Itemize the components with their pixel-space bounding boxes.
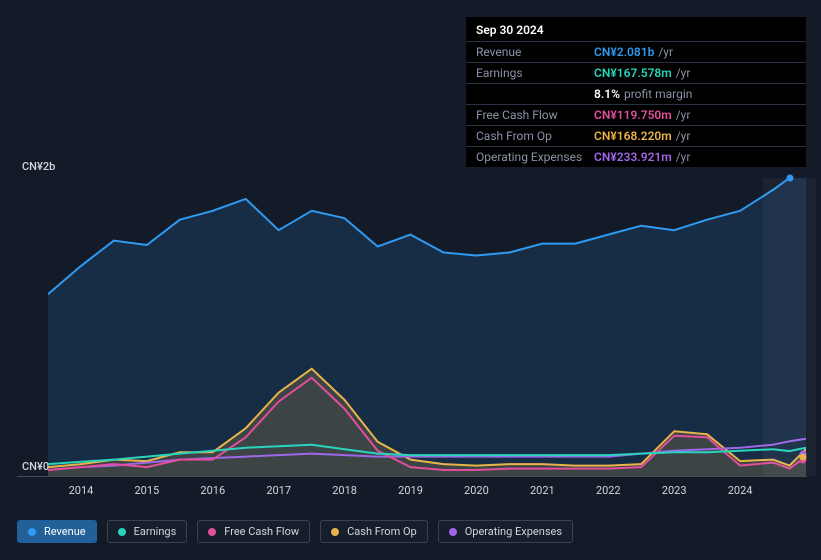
tooltip-row-label: Free Cash Flow: [476, 108, 594, 122]
tooltip-row-value: CN¥167.578m: [594, 66, 672, 80]
tooltip-rows: RevenueCN¥2.081b/yrEarningsCN¥167.578m/y…: [466, 41, 806, 167]
tooltip-row: Free Cash FlowCN¥119.750m/yr: [466, 104, 806, 125]
tooltip-row: 8.1% profit margin: [466, 83, 806, 104]
series-end-dot: [799, 453, 806, 460]
chart-plot-area[interactable]: [48, 178, 806, 476]
chart-area-revenue: [48, 178, 806, 476]
chart-hover-cursor: [763, 178, 816, 476]
chart-svg: [48, 178, 806, 476]
legend-label: Cash From Op: [347, 525, 417, 538]
tooltip-row-label: Revenue: [476, 45, 594, 59]
tooltip-row-value: CN¥2.081b: [594, 45, 654, 59]
legend-label: Free Cash Flow: [224, 525, 299, 538]
tooltip-row-label: Earnings: [476, 66, 594, 80]
legend-item-cash-from-op[interactable]: Cash From Op: [320, 520, 428, 543]
y-axis-top-label: CN¥2b: [22, 160, 55, 173]
legend-swatch: [118, 528, 126, 536]
tooltip-row: Operating ExpensesCN¥233.921m/yr: [466, 146, 806, 167]
tooltip-row-unit: profit margin: [624, 87, 692, 101]
tooltip-row-unit: /yr: [676, 66, 691, 80]
legend-swatch: [28, 528, 36, 536]
tooltip-panel: Sep 30 2024 RevenueCN¥2.081b/yrEarningsC…: [466, 17, 806, 167]
x-axis-labels: 2014 2015 2016 2017 2018 2019 2020 2021 2022 2023…: [48, 484, 806, 498]
legend-swatch: [208, 528, 216, 536]
tooltip-row: RevenueCN¥2.081b/yr: [466, 41, 806, 62]
x-axis-tick: 2020: [464, 484, 489, 497]
series-end-dot: [786, 175, 793, 182]
tooltip-row-label: Operating Expenses: [476, 150, 594, 164]
tooltip-date: Sep 30 2024: [466, 17, 806, 41]
legend-item-earnings[interactable]: Earnings: [107, 520, 188, 543]
x-axis-tick: 2019: [398, 484, 423, 497]
chart-baseline: [17, 476, 807, 477]
legend-swatch: [331, 528, 339, 536]
tooltip-row-value: CN¥233.921m: [594, 150, 672, 164]
tooltip-row-label: [476, 87, 594, 101]
legend-item-free-cash-flow[interactable]: Free Cash Flow: [197, 520, 310, 543]
x-axis-tick: 2023: [662, 484, 687, 497]
legend-swatch: [449, 528, 457, 536]
x-axis-tick: 2017: [266, 484, 291, 497]
x-axis-tick: 2022: [596, 484, 621, 497]
legend-label: Operating Expenses: [465, 525, 562, 538]
tooltip-row-value: 8.1%: [594, 87, 620, 101]
tooltip-row-value: CN¥119.750m: [594, 108, 672, 122]
legend-label: Earnings: [134, 525, 177, 538]
legend-label: Revenue: [44, 525, 86, 538]
tooltip-row-unit: /yr: [676, 129, 691, 143]
legend: Revenue Earnings Free Cash Flow Cash From O…: [17, 520, 573, 543]
tooltip-row-unit: /yr: [676, 150, 691, 164]
tooltip-row-unit: /yr: [658, 45, 673, 59]
tooltip-row-label: Cash From Op: [476, 129, 594, 143]
x-axis-tick: 2021: [530, 484, 555, 497]
tooltip-row: EarningsCN¥167.578m/yr: [466, 62, 806, 83]
x-axis-tick: 2016: [200, 484, 225, 497]
tooltip-row-value: CN¥168.220m: [594, 129, 672, 143]
x-axis-tick: 2014: [69, 484, 94, 497]
x-axis-tick: 2024: [728, 484, 753, 497]
x-axis-tick: 2015: [134, 484, 159, 497]
legend-item-revenue[interactable]: Revenue: [17, 520, 97, 543]
legend-item-operating-expenses[interactable]: Operating Expenses: [438, 520, 573, 543]
tooltip-row-unit: /yr: [676, 108, 691, 122]
tooltip-row: Cash From OpCN¥168.220m/yr: [466, 125, 806, 146]
y-axis-bottom-label: CN¥0: [22, 460, 49, 473]
x-axis-tick: 2018: [332, 484, 357, 497]
